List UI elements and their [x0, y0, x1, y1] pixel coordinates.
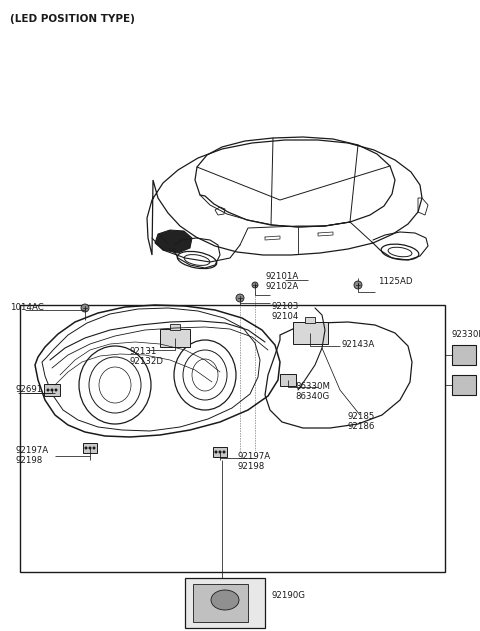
Circle shape: [252, 282, 258, 288]
Bar: [305, 317, 315, 323]
Ellipse shape: [211, 590, 239, 610]
Text: 86330M
86340G: 86330M 86340G: [295, 382, 330, 401]
Text: 92103
92104: 92103 92104: [272, 302, 300, 321]
Circle shape: [354, 281, 362, 289]
Text: 1125AD: 1125AD: [378, 278, 412, 286]
Bar: [160, 329, 190, 347]
Circle shape: [236, 294, 244, 302]
Bar: [193, 584, 248, 622]
Text: 92190G: 92190G: [272, 591, 306, 599]
Circle shape: [215, 451, 217, 454]
Text: 92330F: 92330F: [452, 330, 480, 339]
Text: 92691: 92691: [15, 386, 42, 394]
Polygon shape: [83, 443, 97, 453]
Circle shape: [55, 389, 58, 391]
Bar: [185, 578, 265, 628]
Circle shape: [223, 451, 226, 454]
Text: 92185
92186: 92185 92186: [348, 412, 375, 432]
Bar: [20, 305, 445, 572]
Text: 92101A
92102A: 92101A 92102A: [265, 272, 298, 292]
Circle shape: [81, 304, 89, 312]
Text: 92143A: 92143A: [342, 340, 375, 349]
Text: 1014AC: 1014AC: [10, 304, 44, 312]
Circle shape: [50, 389, 53, 391]
Polygon shape: [44, 384, 60, 396]
Circle shape: [84, 447, 87, 449]
Text: 92197A
92198: 92197A 92198: [238, 452, 271, 471]
Text: (LED POSITION TYPE): (LED POSITION TYPE): [10, 14, 135, 24]
Bar: [452, 345, 476, 365]
Polygon shape: [213, 447, 227, 457]
Bar: [292, 322, 327, 344]
Polygon shape: [155, 230, 192, 253]
Text: 92197A
92198: 92197A 92198: [15, 446, 48, 466]
Ellipse shape: [177, 251, 217, 269]
Bar: [280, 374, 296, 386]
Ellipse shape: [381, 244, 419, 260]
Circle shape: [88, 447, 92, 449]
Circle shape: [47, 389, 49, 391]
Bar: [452, 375, 476, 395]
Circle shape: [93, 447, 96, 449]
Text: 92131
92132D: 92131 92132D: [130, 347, 164, 367]
Bar: [170, 324, 180, 330]
Circle shape: [218, 451, 221, 454]
